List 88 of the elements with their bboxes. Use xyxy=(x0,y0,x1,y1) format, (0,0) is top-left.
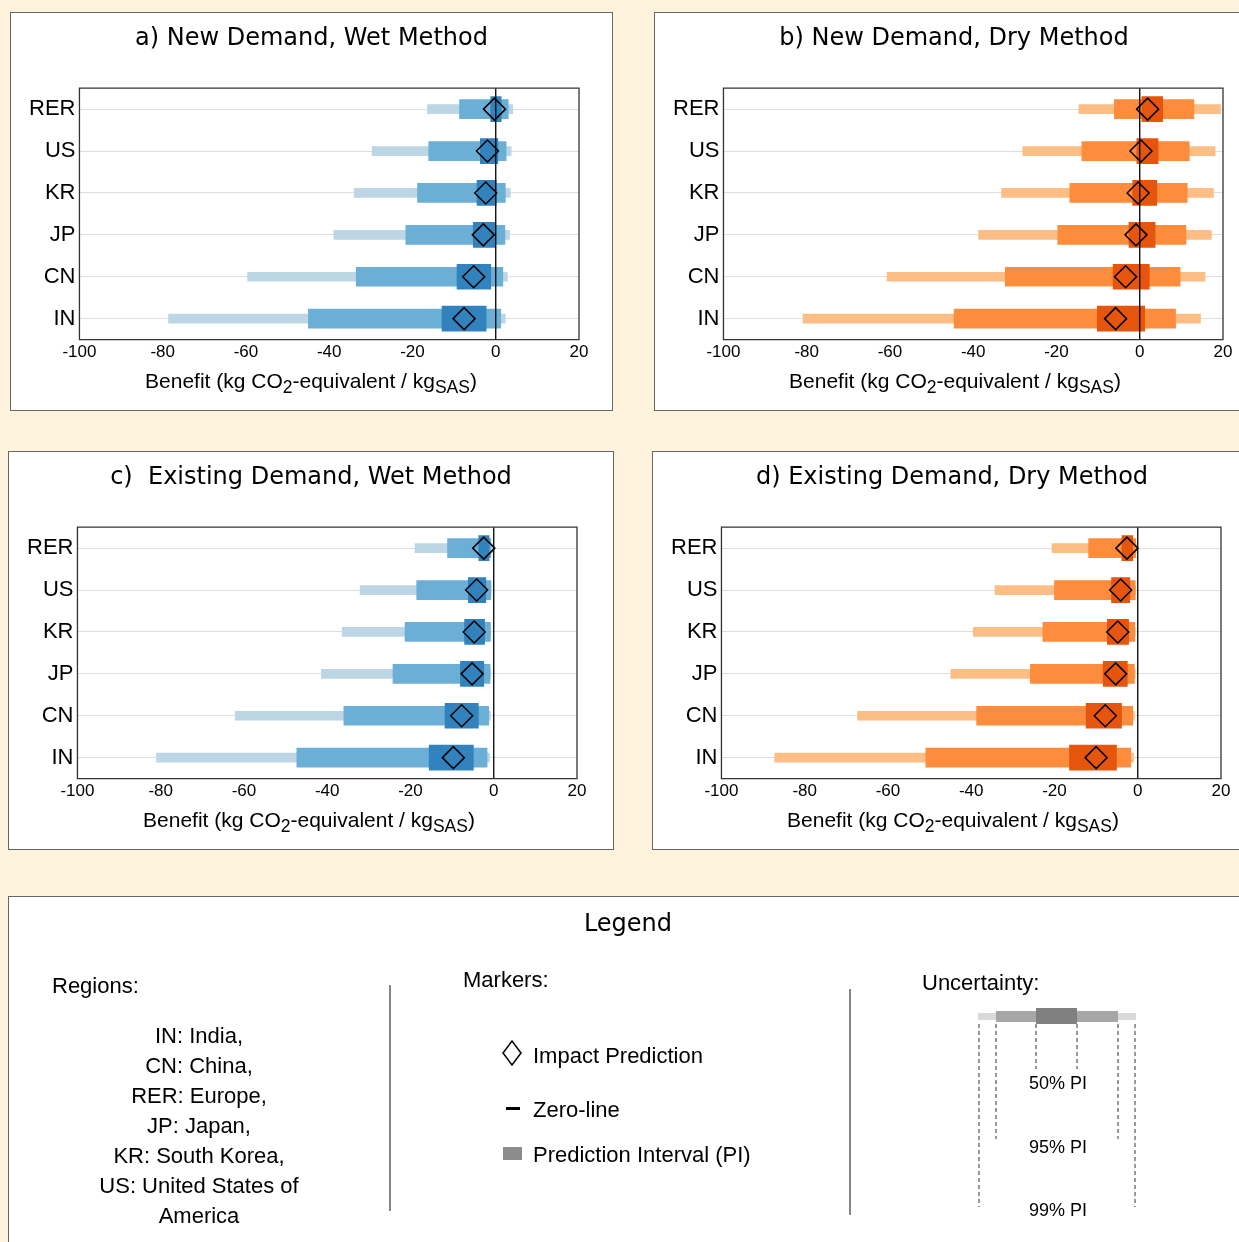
y-tick-label: RER xyxy=(673,95,720,121)
y-tick-label: KR xyxy=(42,618,74,644)
x-tick-label: -80 xyxy=(150,342,175,362)
chart-title: b) New Demand, Dry Method xyxy=(778,23,1130,51)
point xyxy=(482,97,507,121)
y-tick-label: IN xyxy=(53,304,76,330)
x-tick-label: 0 xyxy=(1135,342,1145,362)
y-tick-label: CN xyxy=(685,701,718,727)
x-tick-label: -60 xyxy=(877,342,903,362)
point xyxy=(1135,97,1160,121)
y-tick-label: RER xyxy=(29,95,76,121)
y-tick-label: KR xyxy=(44,179,76,205)
x-tick-label: -20 xyxy=(1042,781,1067,801)
x-axis-title: Benefit (kg CO$_{2}$-equivalent / kg$_{SAS}$) xyxy=(144,369,478,399)
x-tick-label: 0 xyxy=(491,342,501,362)
text: 95% PI xyxy=(1027,1137,1088,1158)
text: Uncertainty: xyxy=(922,970,1040,996)
bar xyxy=(444,702,479,729)
text: Impact Prediction xyxy=(533,1043,703,1069)
text: Regions: xyxy=(52,973,139,999)
chart-title: a) New Demand, Wet Method xyxy=(134,23,489,51)
point xyxy=(1115,536,1139,560)
text: Legend xyxy=(582,909,674,937)
x-tick-label: -60 xyxy=(233,342,259,362)
x-tick-label: -20 xyxy=(1044,342,1069,362)
chart-title: d) Existing Demand, Dry Method xyxy=(754,462,1150,490)
y-tick-label: KR xyxy=(688,179,720,205)
text: 99% PI xyxy=(1027,1200,1088,1221)
x-axis-title: Benefit (kg CO$_{2}$-equivalent / kg$_{SAS}$) xyxy=(786,808,1120,838)
y-tick-label: IN xyxy=(51,743,74,769)
text: Zero-line xyxy=(533,1097,620,1123)
text: IN: India, xyxy=(154,1023,244,1048)
y-tick-label: US xyxy=(686,576,718,602)
y-tick-label: US xyxy=(688,137,720,163)
y-tick-label: CN xyxy=(41,701,74,727)
x-tick-label: -100 xyxy=(704,781,739,801)
y-tick-label: CN xyxy=(43,262,76,288)
y-tick-label: CN xyxy=(687,262,720,288)
x-axis-title: Benefit (kg CO$_{2}$-equivalent / kg$_{SAS}$) xyxy=(788,369,1122,399)
x-tick-label: -80 xyxy=(794,342,819,362)
x-tick-label: 20 xyxy=(1211,781,1231,801)
bar xyxy=(1069,744,1117,771)
point xyxy=(1129,139,1153,163)
x-axis-title: Benefit (kg CO$_{2}$-equivalent / kg$_{SAS}$) xyxy=(142,808,476,838)
point xyxy=(472,536,496,560)
text: Markers: xyxy=(463,967,549,993)
x-tick-label: 0 xyxy=(489,781,499,801)
text: Prediction Interval (PI) xyxy=(533,1142,751,1168)
y-tick-label: US xyxy=(42,576,74,602)
x-tick-label: -40 xyxy=(960,342,986,362)
text: US: United States of America xyxy=(99,1173,299,1228)
bar xyxy=(428,744,474,771)
y-tick-label: RER xyxy=(671,534,718,560)
x-tick-label: -20 xyxy=(398,781,423,801)
y-tick-label: US xyxy=(44,137,76,163)
y-tick-label: KR xyxy=(686,618,718,644)
x-tick-label: -80 xyxy=(792,781,817,801)
y-tick-label: RER xyxy=(27,534,74,560)
point xyxy=(475,139,500,163)
y-tick-label: IN xyxy=(695,743,718,769)
x-tick-label: -100 xyxy=(62,342,97,362)
x-tick-label: 20 xyxy=(1213,342,1233,362)
x-tick-label: 0 xyxy=(1133,781,1143,801)
x-tick-label: -40 xyxy=(316,342,342,362)
bar xyxy=(441,305,487,332)
y-tick-label: IN xyxy=(697,304,720,330)
text: KR: South Korea, xyxy=(113,1143,285,1168)
text: 50% PI xyxy=(1027,1073,1088,1094)
point xyxy=(1124,223,1148,247)
chart-title: c) Existing Demand, Wet Method xyxy=(109,462,513,490)
x-tick-label: 20 xyxy=(567,781,587,801)
text: CN: China, xyxy=(145,1053,253,1078)
x-tick-label: -60 xyxy=(231,781,257,801)
y-tick-label: JP xyxy=(691,659,718,685)
text: RER: Europe, xyxy=(131,1083,267,1108)
y-tick-label: JP xyxy=(49,220,76,246)
x-tick-label: -60 xyxy=(875,781,901,801)
x-tick-label: -20 xyxy=(400,342,425,362)
y-tick-label: JP xyxy=(47,659,74,685)
x-tick-label: -80 xyxy=(148,781,173,801)
point xyxy=(1126,181,1150,205)
x-tick-label: -40 xyxy=(314,781,340,801)
x-tick-label: 20 xyxy=(569,342,589,362)
y-tick-label: JP xyxy=(693,220,720,246)
x-tick-label: -100 xyxy=(60,781,95,801)
text: JP: Japan, xyxy=(147,1113,251,1138)
x-tick-label: -40 xyxy=(958,781,984,801)
x-tick-label: -100 xyxy=(706,342,741,362)
